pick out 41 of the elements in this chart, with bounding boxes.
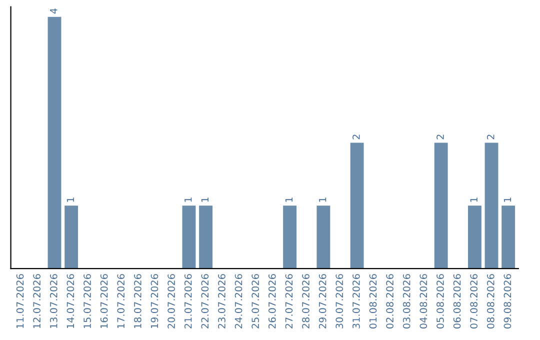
data-label: 1 (470, 198, 478, 202)
x-tick-label: 27.07.2026 (285, 274, 293, 328)
x-tick-label: 22.07.2026 (201, 274, 209, 328)
data-label: 2 (486, 134, 494, 140)
x-tick-label: 03.08.2026 (402, 274, 410, 328)
x-tick-label: 06.08.2026 (453, 274, 461, 328)
x-tick-label: 15.07.2026 (84, 274, 91, 328)
x-tick-label: 09.08.2026 (504, 274, 512, 328)
x-tick-label: 02.08.2026 (386, 274, 394, 328)
x-tick-label: 29.07.2026 (318, 274, 326, 328)
x-tick-label: 14.07.2026 (66, 274, 74, 328)
data-label: 2 (436, 134, 444, 140)
data-label: 1 (184, 198, 192, 202)
data-label: 1 (504, 198, 511, 202)
x-tick-label: 13.07.2026 (50, 274, 58, 328)
x-tick-label: 31.07.2026 (352, 274, 360, 328)
x-tick-label: 25.07.2026 (252, 274, 260, 328)
x-tick-label: 01.08.2026 (369, 274, 377, 328)
x-tick-label: 18.07.2026 (134, 274, 142, 328)
x-tick-label: 11.07.2026 (16, 274, 24, 328)
data-label: 2 (352, 134, 360, 140)
data-label: 4 (50, 8, 58, 14)
x-tick-label: 20.07.2026 (168, 274, 175, 328)
data-label: 1 (285, 198, 292, 202)
x-tick-label: 23.07.2026 (218, 274, 226, 328)
x-tick-label: 05.08.2026 (436, 274, 444, 328)
data-label: 1 (66, 198, 74, 202)
x-tick-label: 04.08.2026 (420, 274, 428, 328)
x-tick-label: 28.07.2026 (302, 274, 310, 328)
x-tick-label: 30.07.2026 (336, 274, 344, 328)
x-tick-label: 24.07.2026 (234, 274, 242, 328)
x-tick-label: 12.07.2026 (33, 274, 41, 328)
x-tick-label: 07.08.2026 (470, 274, 478, 328)
x-tick-label: 19.07.2026 (150, 274, 158, 328)
data-label: 1 (201, 198, 208, 202)
data-label: 1 (319, 198, 326, 202)
x-tick-label: 26.07.2026 (268, 274, 276, 328)
x-tick-label: 16.07.2026 (100, 274, 108, 328)
x-tick-label: 21.07.2026 (184, 274, 192, 328)
x-tick-label: 17.07.2026 (117, 274, 125, 328)
x-tick-label: 08.08.2026 (486, 274, 494, 328)
